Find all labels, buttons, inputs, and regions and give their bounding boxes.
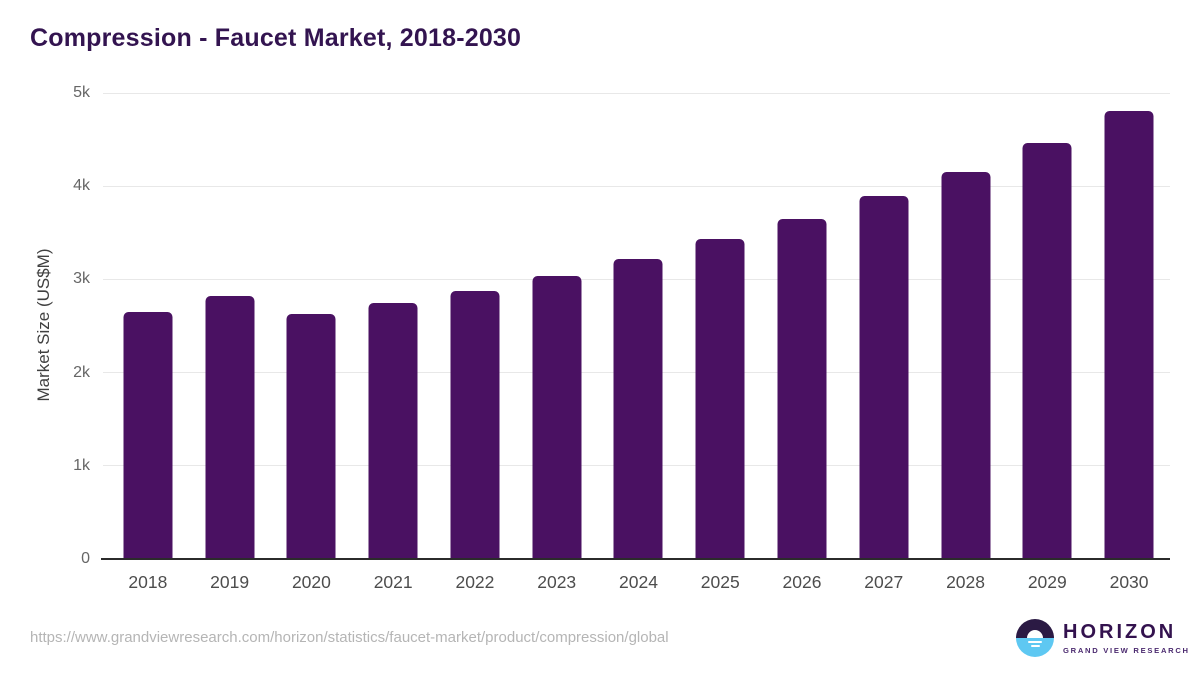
reflection-line: [1028, 640, 1042, 643]
bar-column-2019: 2019: [189, 93, 271, 592]
horizon-sunset-icon: [1016, 619, 1054, 657]
bar-column-2022: 2022: [434, 93, 516, 592]
y-tick-label-5k: 5k: [73, 84, 90, 101]
bar-2027[interactable]: [859, 195, 909, 559]
bar-2028[interactable]: [941, 172, 991, 559]
x-tick-label-2021: 2021: [373, 572, 413, 592]
bar-column-2028: 2028: [925, 93, 1007, 592]
logo-brand: HORIZON: [1063, 620, 1177, 643]
bar-column-2021: 2021: [352, 93, 434, 592]
bar-2026[interactable]: [777, 219, 827, 559]
bar-column-2018: 2018: [107, 93, 189, 592]
bar-column-2023: 2023: [516, 93, 598, 592]
logo-tagline: GRAND VIEW RESEARCH: [1063, 645, 1190, 655]
bar-2022[interactable]: [450, 291, 500, 559]
chart-title: Compression - Faucet Market, 2018-2030: [30, 24, 522, 52]
reflection-line: [1030, 645, 1040, 647]
source-url: https://www.grandviewresearch.com/horizo…: [30, 629, 669, 646]
x-tick-label-2020: 2020: [291, 572, 331, 592]
bar-column-2027: 2027: [843, 93, 925, 592]
x-tick-label-2023: 2023: [537, 572, 577, 592]
bar-2018[interactable]: [123, 312, 173, 559]
x-tick-label-2022: 2022: [455, 572, 495, 592]
y-tick-label-0: 0: [81, 550, 90, 567]
bar-column-2020: 2020: [271, 93, 353, 592]
x-tick-label-2030: 2030: [1109, 572, 1149, 592]
bar-2029[interactable]: [1022, 143, 1072, 559]
x-tick-label-2028: 2028: [946, 572, 985, 592]
bar-column-2029: 2029: [1006, 93, 1088, 592]
gridline-4k: [103, 185, 1170, 187]
y-tick-label-1k: 1k: [73, 456, 90, 474]
x-tick-label-2018: 2018: [128, 572, 168, 592]
logo-text: HORIZON GRAND VIEW RESEARCH: [1063, 622, 1190, 655]
bar-2020[interactable]: [286, 314, 336, 559]
x-tick-label-2027: 2027: [864, 572, 904, 592]
bar-2024[interactable]: [613, 259, 663, 559]
bar-2025[interactable]: [695, 239, 745, 559]
bar-column-2026: 2026: [761, 93, 843, 592]
x-tick-label-2029: 2029: [1027, 572, 1067, 592]
y-tick-label-2k: 2k: [73, 363, 90, 381]
x-tick-label-2024: 2024: [619, 572, 658, 592]
horizon-logo: HORIZON GRAND VIEW RESEARCH: [1016, 619, 1190, 657]
y-tick-label-4k: 4k: [73, 177, 90, 195]
bar-column-2024: 2024: [598, 93, 680, 592]
x-tick-label-2019: 2019: [210, 572, 250, 592]
bar-2023[interactable]: [532, 275, 582, 559]
bar-column-2025: 2025: [679, 93, 761, 592]
bar-series: 2018 2019 2020 2021 2022 2023 2024 2025 2026 2027…: [107, 93, 1170, 592]
plot-area: 0 1k 2k 3k 4k 5k 2018 2019 2020 2021 2022 2023 2024…: [73, 84, 1170, 592]
bar-2019[interactable]: [205, 296, 255, 559]
bar-column-2030: 2030: [1088, 93, 1170, 592]
x-tick-label-2025: 2025: [700, 572, 740, 592]
bar-2030[interactable]: [1104, 110, 1154, 559]
y-tick-label-3k: 3k: [73, 270, 90, 288]
gridline-5k: [103, 92, 1170, 94]
bar-2021[interactable]: [368, 302, 418, 559]
x-tick-label-2026: 2026: [782, 572, 822, 592]
y-axis-title: Market Size (US$M): [34, 248, 53, 402]
sun-shape: [1027, 630, 1043, 638]
x-axis-line: [101, 558, 1170, 560]
